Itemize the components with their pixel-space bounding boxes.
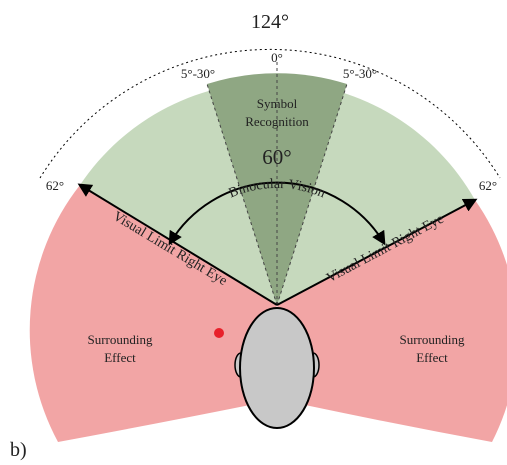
right-surrounding-label: Effect bbox=[416, 350, 448, 365]
center-angle: 0° bbox=[271, 50, 283, 65]
diagram: 124° 0° 5°-30° 5°-30° Symbol Recognition… bbox=[0, 0, 507, 465]
binocular-angle: 60° bbox=[262, 145, 291, 169]
head bbox=[240, 308, 314, 428]
right-symbol-angle: 5°-30° bbox=[343, 66, 377, 81]
right-limit-angle: 62° bbox=[479, 178, 497, 193]
left-surrounding-label: Effect bbox=[104, 350, 136, 365]
symbol-label: Symbol bbox=[257, 96, 298, 111]
right-surrounding-label: Surrounding bbox=[400, 332, 466, 347]
left-surrounding-label: Surrounding bbox=[88, 332, 154, 347]
left-limit-angle: 62° bbox=[46, 178, 64, 193]
red-dot bbox=[214, 328, 224, 338]
panel-label: b) bbox=[10, 439, 27, 461]
total-angle: 124° bbox=[251, 11, 289, 33]
symbol-label: Recognition bbox=[245, 114, 309, 129]
left-symbol-angle: 5°-30° bbox=[181, 66, 215, 81]
